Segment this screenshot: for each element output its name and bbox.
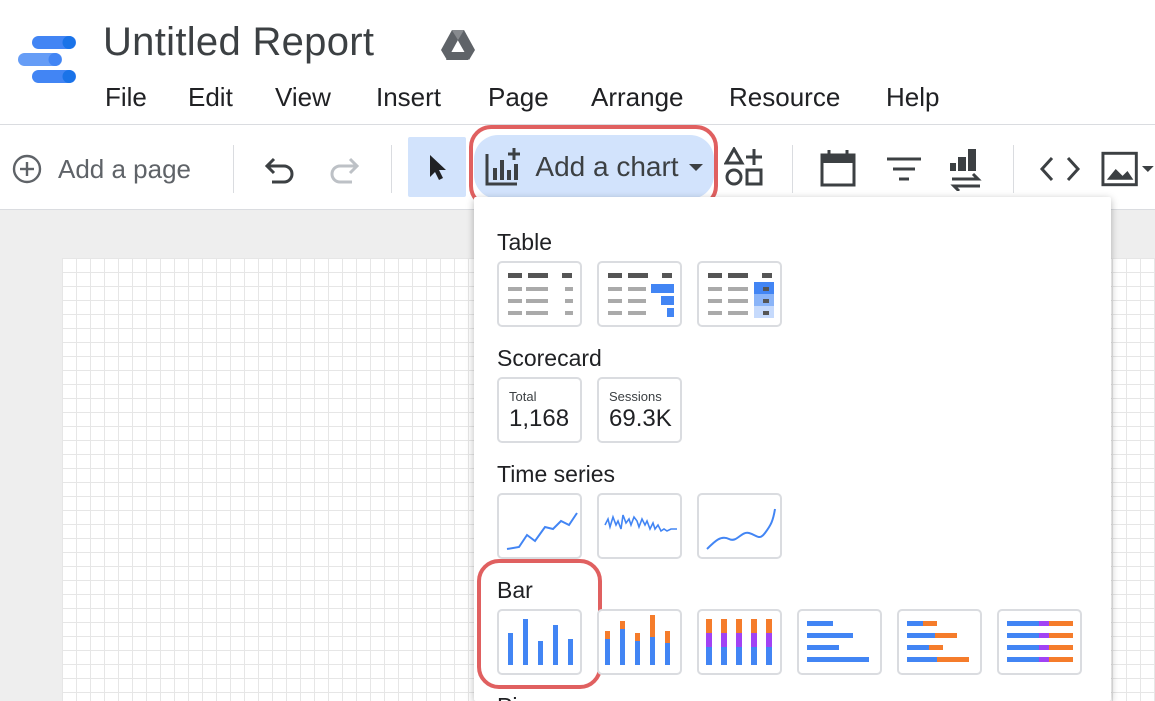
toolbar-divider	[792, 145, 793, 193]
toolbar: Add a page Add a chart	[0, 124, 1155, 210]
menu-arrange[interactable]: Arrange	[591, 82, 684, 112]
menu-page[interactable]: Page	[488, 82, 549, 112]
undo-icon	[264, 157, 294, 184]
redo-icon	[330, 157, 360, 184]
stacked-bar-chart-icon	[1007, 621, 1073, 662]
chart-option-bar[interactable]	[797, 609, 882, 675]
menu-insert[interactable]: Insert	[376, 82, 442, 112]
chart-option-column[interactable]	[497, 609, 582, 675]
data-control-icon	[950, 149, 982, 191]
column-chart-icon	[508, 619, 573, 665]
menu-file[interactable]: File	[105, 82, 147, 112]
section-time-series-label: Time series	[497, 461, 615, 487]
redo-button[interactable]	[322, 147, 366, 191]
chart-option-grouped-column[interactable]	[597, 609, 682, 675]
data-studio-logo-icon[interactable]	[14, 32, 76, 88]
chart-option-table[interactable]	[497, 261, 582, 327]
chart-option-scorecard-compact[interactable]: Sessions 69.3K	[597, 377, 682, 443]
menu-resource[interactable]: Resource	[729, 82, 841, 112]
section-scorecard-label: Scorecard	[497, 345, 602, 371]
embed-code-icon	[1039, 156, 1081, 182]
data-control-button[interactable]	[944, 145, 988, 193]
sparkline-icon	[604, 514, 677, 533]
stacked-column-chart-icon	[706, 619, 772, 665]
add-chart-button[interactable]: Add a chart	[474, 135, 714, 199]
time-series-icon	[506, 512, 578, 550]
calendar-icon	[820, 150, 856, 187]
section-table-label: Table	[497, 229, 552, 255]
section-bar-label: Bar	[497, 577, 533, 603]
chart-option-table-bars[interactable]	[597, 261, 682, 327]
app-header: Untitled Report File Edit View Insert Pa…	[0, 0, 1155, 124]
undo-button[interactable]	[258, 147, 302, 191]
smooth-line-icon	[706, 508, 776, 550]
grouped-bar-chart-icon	[907, 621, 969, 662]
toolbar-divider	[233, 145, 234, 193]
add-chart-label: Add a chart	[535, 151, 679, 182]
table-heatmap-icon	[708, 273, 774, 318]
select-cursor-icon	[430, 155, 446, 180]
image-icon	[1101, 151, 1138, 187]
chart-option-stacked-column[interactable]	[697, 609, 782, 675]
add-circle-icon	[12, 154, 42, 184]
section-pie-label: Pie	[497, 693, 530, 701]
embed-button[interactable]	[1036, 147, 1084, 191]
scorecard-label: Sessions	[609, 389, 662, 404]
scorecard-value: 69.3K	[609, 405, 672, 432]
toolbar-divider	[1013, 145, 1014, 193]
filter-icon	[887, 157, 921, 181]
chart-option-scorecard[interactable]: Total 1,168	[497, 377, 582, 443]
controls-icon	[724, 147, 763, 186]
add-page-label: Add a page	[58, 153, 192, 184]
chart-option-grouped-bar[interactable]	[897, 609, 982, 675]
chart-option-smoothed-time-series[interactable]	[697, 493, 782, 559]
bar-chart-icon	[807, 621, 869, 662]
menu-view[interactable]: View	[275, 82, 331, 112]
scorecard-label: Total	[509, 389, 537, 404]
grouped-column-chart-icon	[605, 615, 670, 665]
menu-help[interactable]: Help	[886, 82, 940, 112]
report-title[interactable]: Untitled Report	[103, 20, 375, 64]
table-icon	[508, 273, 573, 315]
table-bars-icon	[608, 273, 674, 317]
menu-bar: File Edit View Insert Page Arrange Resou…	[105, 82, 946, 116]
drive-icon[interactable]	[440, 28, 476, 62]
menu-edit[interactable]: Edit	[188, 82, 233, 112]
add-page-button[interactable]: Add a page	[10, 145, 191, 193]
chart-option-stacked-bar[interactable]	[997, 609, 1082, 675]
scorecard-value: 1,168	[509, 405, 570, 432]
chart-option-table-heatmap[interactable]	[697, 261, 782, 327]
chart-option-sparkline[interactable]	[597, 493, 682, 559]
date-range-button[interactable]	[816, 145, 860, 191]
select-button[interactable]	[408, 137, 466, 197]
filter-control-button[interactable]	[882, 147, 926, 191]
dropdown-arrow-icon	[688, 164, 703, 171]
chevron-down-icon	[1142, 166, 1155, 172]
toolbar-divider	[391, 145, 392, 193]
chart-option-time-series[interactable]	[497, 493, 582, 559]
add-chart-menu: Table Scorecard Total 1	[474, 197, 1111, 701]
add-chart-icon	[485, 148, 521, 186]
add-control-button[interactable]	[722, 145, 766, 189]
image-button[interactable]	[1100, 145, 1155, 193]
